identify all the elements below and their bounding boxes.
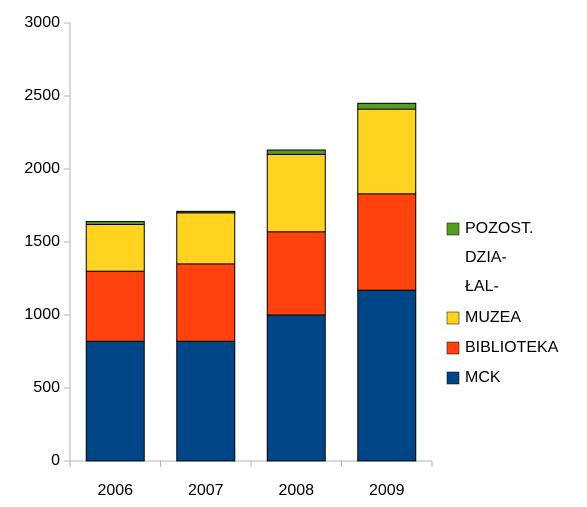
bar-segment [357,102,417,110]
y-tick-label: 3000 [24,14,60,31]
bar-segment [266,314,326,462]
bar-segment [85,223,145,272]
bar-segment [176,210,236,214]
x-tick-label: 2006 [97,482,133,499]
legend-label: BIBLIOTEKA [465,339,559,356]
y-tick-label: 1500 [24,233,60,250]
legend-label: POZOST. DZIA-ŁAL- [465,220,533,295]
y-tick-label: 0 [51,452,60,469]
bar-segment [266,153,326,233]
bar-segment [85,221,145,225]
bar-segment [176,212,236,265]
legend-label: MUZEA [465,309,521,326]
x-tick-label: 2007 [188,482,224,499]
bar-segment [357,193,417,291]
bar-segment [266,231,326,316]
legend-swatch [446,311,460,325]
legend-swatch [446,222,460,236]
bar-segment [357,289,417,462]
bar-segment [357,108,417,195]
y-tick-label: 1000 [24,306,60,323]
bar-segment [176,340,236,462]
legend-swatch [446,341,460,355]
x-tick-label: 2009 [369,482,405,499]
y-tick-label: 500 [33,379,60,396]
bar-segment [85,340,145,462]
y-tick-label: 2500 [24,87,60,104]
bar-segment [85,270,145,342]
bar-segment [266,149,326,155]
legend-swatch [446,371,460,385]
bar-segment [176,263,236,342]
legend-label: MCK [465,369,501,386]
x-tick-label: 2008 [278,482,314,499]
y-tick-label: 2000 [24,160,60,177]
